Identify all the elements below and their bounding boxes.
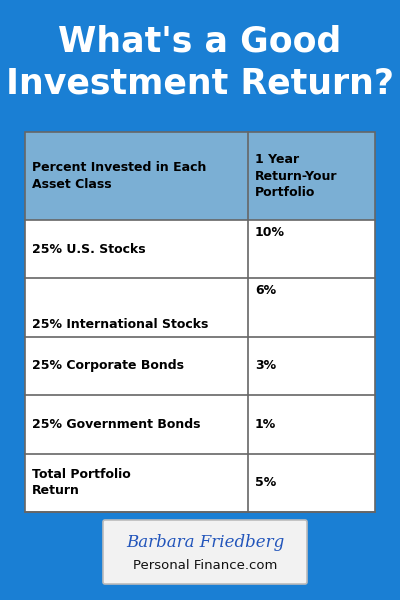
Text: Percent Invested in Each
Asset Class: Percent Invested in Each Asset Class <box>32 161 206 191</box>
Text: 6%: 6% <box>255 284 276 298</box>
Text: 3%: 3% <box>255 359 276 373</box>
Text: 1%: 1% <box>255 418 276 431</box>
Bar <box>25 454 375 512</box>
Text: Investment Return?: Investment Return? <box>6 67 394 101</box>
Bar <box>25 278 375 337</box>
Text: 25% International Stocks: 25% International Stocks <box>32 318 208 331</box>
Text: 25% Government Bonds: 25% Government Bonds <box>32 418 200 431</box>
Text: 10%: 10% <box>255 226 285 239</box>
Bar <box>25 132 375 220</box>
Bar <box>25 395 375 454</box>
Text: What's a Good: What's a Good <box>58 25 342 59</box>
Text: 25% U.S. Stocks: 25% U.S. Stocks <box>32 242 146 256</box>
Bar <box>25 337 375 395</box>
Bar <box>25 132 375 512</box>
Text: Total Portfolio
Return: Total Portfolio Return <box>32 468 131 497</box>
Text: 1 Year
Return-Your
Portfolio: 1 Year Return-Your Portfolio <box>255 153 338 199</box>
Text: Barbara Friedberg: Barbara Friedberg <box>126 534 284 551</box>
Text: Personal Finance.com: Personal Finance.com <box>133 559 277 572</box>
Bar <box>25 220 375 278</box>
Text: 25% Corporate Bonds: 25% Corporate Bonds <box>32 359 184 373</box>
FancyBboxPatch shape <box>103 520 307 584</box>
Text: 5%: 5% <box>255 476 276 489</box>
